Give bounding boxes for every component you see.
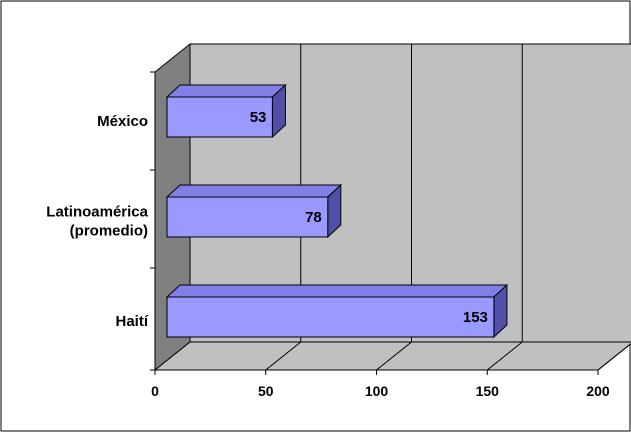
floor-gridline-2 <box>376 341 412 371</box>
category-label: Latinoamérica <box>46 204 148 221</box>
floor <box>153 341 631 371</box>
x-tick-label: 200 <box>586 383 610 399</box>
bar-top <box>165 184 343 198</box>
x-tick-label: 0 <box>151 383 159 399</box>
data-label: 78 <box>305 209 322 226</box>
data-label: 153 <box>463 309 488 326</box>
x-tick-label: 50 <box>258 383 274 399</box>
data-label: 53 <box>250 109 267 126</box>
x-tick-label: 100 <box>365 383 389 399</box>
x-tick-label: 150 <box>476 383 500 399</box>
bar <box>166 296 495 338</box>
bar <box>166 196 329 238</box>
category-label: México <box>97 113 148 130</box>
floor-gridline-4 <box>597 342 631 371</box>
bar <box>166 96 273 138</box>
category-label: Haití <box>115 313 148 330</box>
bar-top <box>165 284 509 298</box>
floor-gridline-3 <box>486 341 523 371</box>
category-label: (promedio) <box>70 223 148 240</box>
plot-area: 0 50 100 150 200 53 78 153 México Latinoamérica (p… <box>46 42 631 399</box>
floor-gridline-1 <box>265 341 302 371</box>
bar-top <box>165 84 287 98</box>
